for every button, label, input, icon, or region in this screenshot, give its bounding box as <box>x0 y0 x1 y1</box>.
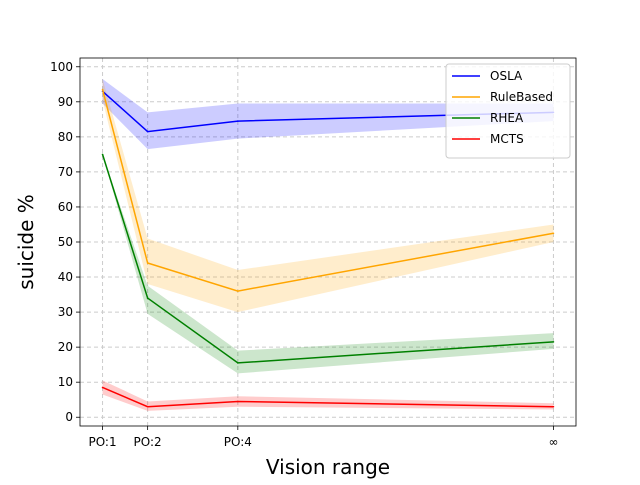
data-point-rhea <box>101 153 104 156</box>
data-point-osla <box>237 120 239 122</box>
grid <box>80 58 576 426</box>
y-axis-title: suicide % <box>14 194 38 290</box>
x-tick-label: PO:1 <box>88 435 116 449</box>
data-point-osla <box>146 130 149 133</box>
x-axis-title: Vision range <box>266 455 390 479</box>
y-tick-label: 30 <box>58 305 73 319</box>
legend-label-mcts: MCTS <box>490 132 524 146</box>
legend: OSLA RuleBased RHEA MCTS <box>445 63 571 159</box>
legend-box <box>445 63 571 159</box>
y-tick-label: 80 <box>58 130 73 144</box>
data-point-mcts <box>237 400 239 403</box>
legend-label-rulebased: RuleBased <box>490 90 553 104</box>
y-tick-label: 100 <box>50 60 73 74</box>
y-tick-label: 70 <box>58 165 73 179</box>
y-tick-label: 10 <box>58 375 73 389</box>
legend-label-osla: OSLA <box>490 69 523 83</box>
series-line-rhea <box>101 154 554 364</box>
x-tick-label: PO:2 <box>134 435 162 449</box>
data-point-mcts <box>552 405 555 408</box>
data-point-rhea <box>146 297 149 299</box>
band-mcts <box>102 380 554 411</box>
x-axis: PO:1 PO:2 PO:4 ∞ <box>88 426 558 449</box>
data-point-rhea <box>237 362 239 364</box>
y-tick-label: 40 <box>58 270 73 284</box>
legend-label-rhea: RHEA <box>490 111 524 125</box>
data-point-mcts <box>101 386 104 389</box>
series-line-mcts <box>102 386 554 408</box>
y-tick-label: 20 <box>58 340 73 354</box>
series-line-rulebased <box>101 89 554 292</box>
series-lines <box>101 88 555 408</box>
y-tick-label: 50 <box>58 235 73 249</box>
x-tick-label: PO:4 <box>224 435 252 449</box>
band-rhea <box>102 154 554 374</box>
data-point-rulebased <box>552 232 555 235</box>
data-point-rulebased <box>101 88 104 91</box>
y-tick-label: 90 <box>58 95 73 109</box>
y-tick-label: 60 <box>58 200 73 214</box>
data-point-rhea <box>552 341 555 343</box>
series-line-osla <box>102 90 554 133</box>
data-point-rulebased <box>146 262 149 264</box>
y-axis: 0 10 20 30 40 50 60 70 80 90 100 <box>50 60 80 424</box>
x-tick-label: ∞ <box>548 435 558 449</box>
data-point-rulebased <box>237 290 239 292</box>
data-point-mcts <box>146 405 149 408</box>
band-osla <box>102 79 554 150</box>
y-tick-label: 0 <box>65 410 73 424</box>
